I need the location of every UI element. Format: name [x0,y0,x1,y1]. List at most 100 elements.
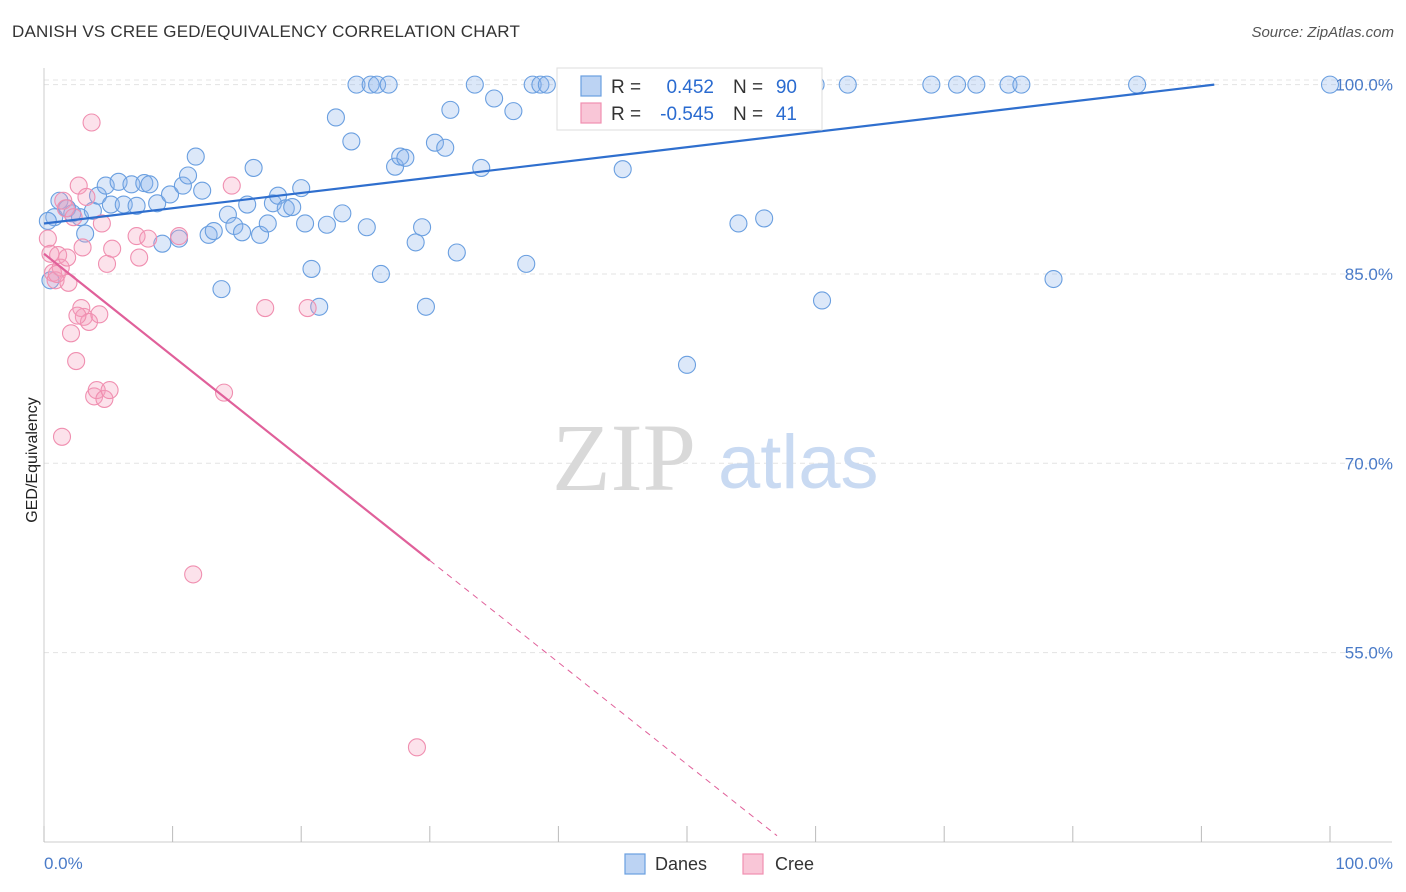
point-danes-62 [447,243,466,262]
legend-r-label-cree: R = [611,104,641,125]
point-danes-30 [232,223,252,242]
point-danes-70 [537,75,556,94]
y-tick-label-0: 100.0% [1335,76,1393,95]
point-cree-36 [47,264,66,284]
axes [43,68,1392,843]
point-danes-32 [244,158,263,177]
point-danes-79 [812,291,832,310]
point-danes-57 [413,218,432,237]
legend-n-value-cree: 41 [776,104,797,125]
point-danes-81 [922,75,941,94]
y-tick-label-3: 55.0% [1345,644,1393,663]
point-danes-61 [441,100,460,119]
point-danes-21 [173,176,192,195]
point-cree-24 [100,381,119,400]
y-tick-label-1: 85.0% [1345,265,1393,284]
watermark: ZIP atlas [552,404,879,511]
point-danes-8 [88,186,108,205]
point-danes-75 [677,355,697,374]
point-cree-16 [79,312,99,331]
point-danes-23 [186,147,205,166]
point-danes-84 [999,75,1018,94]
trend-line-cree-extension [429,560,778,837]
point-danes-58 [416,297,435,316]
point-danes-66 [504,102,523,121]
point-cree-26 [127,227,146,246]
point-cree-14 [74,307,93,326]
point-cree-21 [92,214,111,233]
point-danes-18 [153,234,172,253]
y-axis-title: GED/Equivalency [24,397,41,522]
chart-title: DANISH VS CREE GED/EQUIVALENCY CORRELATI… [12,22,521,41]
point-danes-55 [396,148,415,167]
point-danes-44 [326,108,345,127]
point-danes-89 [38,211,57,231]
point-cree-30 [184,565,203,584]
point-danes-26 [204,221,223,241]
point-danes-49 [361,75,380,94]
point-danes-45 [333,204,352,223]
trend-lines [43,83,1215,837]
legend-n-value-danes: 90 [776,77,797,98]
point-danes-64 [472,158,491,177]
series-legend: Danes Cree [624,853,814,875]
point-danes-40 [296,214,315,233]
legend-r-value-danes: 0.452 [666,77,714,98]
legend-r-value-cree: -0.545 [660,104,714,125]
point-danes-43 [317,215,336,234]
point-cree-31 [214,383,234,402]
point-cree-15 [77,187,96,207]
point-danes-83 [967,75,986,94]
point-cree-20 [90,305,109,324]
point-danes-63 [465,75,484,94]
legend-r-label-danes: R = [611,77,641,98]
point-cree-22 [95,389,114,408]
point-danes-28 [218,205,237,224]
point-danes-72 [613,160,632,179]
point-danes-37 [276,199,295,218]
point-cree-38 [68,306,87,325]
point-cree-40 [52,427,72,446]
watermark-atlas: atlas [718,420,879,505]
point-danes-60 [436,138,455,157]
point-danes-56 [406,233,425,252]
point-danes-13 [122,175,141,194]
point-danes-69 [531,75,550,94]
point-danes-76 [729,214,748,233]
point-danes-51 [371,264,390,284]
y-tick-label-2: 70.0% [1345,454,1393,473]
legend-swatch-danes [580,75,602,97]
point-danes-82 [948,75,967,94]
bottom-legend-swatch-danes [624,853,646,875]
point-danes-2 [50,191,69,210]
series-cree [38,113,426,757]
point-cree-9 [61,324,81,343]
point-cree-29 [169,227,189,246]
point-cree-37 [58,248,77,267]
point-danes-80 [838,75,857,94]
point-danes-77 [755,209,774,228]
legend-swatch-cree [580,102,602,124]
point-danes-22 [178,166,198,185]
point-cree-25 [103,239,122,258]
point-danes-47 [347,75,366,94]
tick-labels: 100.0% 85.0% 70.0% 55.0% 0.0% 100.0% [44,76,1393,873]
point-danes-46 [342,132,361,151]
point-danes-48 [357,218,376,237]
point-danes-87 [1128,75,1147,94]
watermark-zip: ZIP [552,404,696,511]
point-danes-10 [101,195,120,214]
point-cree-32 [222,176,241,195]
point-danes-17 [148,194,167,213]
x-tick-label-left: 0.0% [44,854,83,873]
point-danes-88 [1320,75,1340,94]
point-danes-86 [1044,269,1063,289]
point-danes-52 [379,75,398,94]
point-danes-6 [76,224,95,243]
point-cree-34 [298,298,317,318]
bottom-legend-swatch-cree [742,853,764,875]
stats-legend: R = 0.452 N = 90 R = -0.545 N = 41 [556,67,823,131]
legend-n-label-cree: N = [733,104,763,125]
point-danes-34 [258,214,277,233]
